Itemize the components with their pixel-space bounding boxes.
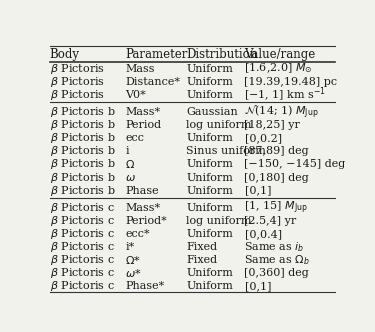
Text: [1.6,2.0] $M_{\odot}$: [1.6,2.0] $M_{\odot}$ (244, 62, 313, 75)
Text: Distance*: Distance* (125, 77, 180, 87)
Text: [87,89] deg: [87,89] deg (244, 146, 309, 156)
Text: Mass: Mass (125, 64, 155, 74)
Text: $\beta$ Pictoris: $\beta$ Pictoris (50, 88, 105, 102)
Text: Uniform: Uniform (186, 203, 233, 213)
Text: Uniform: Uniform (186, 64, 233, 74)
Text: Period: Period (125, 120, 162, 130)
Text: $\omega$: $\omega$ (125, 173, 136, 183)
Text: Same as $i_b$: Same as $i_b$ (244, 240, 305, 254)
Text: $\omega$*: $\omega$* (125, 267, 142, 279)
Text: [0,1]: [0,1] (244, 186, 271, 196)
Text: i*: i* (125, 242, 135, 252)
Text: [19.39,19.48] pc: [19.39,19.48] pc (244, 77, 338, 87)
Text: $\beta$ Pictoris b: $\beta$ Pictoris b (50, 157, 116, 171)
Text: Phase: Phase (125, 186, 159, 196)
Text: [−1, 1] km s$^{-1}$: [−1, 1] km s$^{-1}$ (244, 86, 327, 104)
Text: [0,0.4]: [0,0.4] (244, 229, 282, 239)
Text: Parameter: Parameter (125, 48, 188, 61)
Text: [0,0.2]: [0,0.2] (244, 133, 282, 143)
Text: $\beta$ Pictoris c: $\beta$ Pictoris c (50, 240, 115, 254)
Text: ecc: ecc (125, 133, 144, 143)
Text: Uniform: Uniform (186, 186, 233, 196)
Text: log uniform: log uniform (186, 216, 252, 226)
Text: $\beta$ Pictoris b: $\beta$ Pictoris b (50, 131, 116, 145)
Text: $\beta$ Pictoris: $\beta$ Pictoris (50, 75, 105, 89)
Text: $\beta$ Pictoris c: $\beta$ Pictoris c (50, 266, 115, 280)
Text: Sinus uniform: Sinus uniform (186, 146, 266, 156)
Text: $\beta$ Pictoris c: $\beta$ Pictoris c (50, 279, 115, 293)
Text: Uniform: Uniform (186, 268, 233, 278)
Text: Mass*: Mass* (125, 107, 160, 117)
Text: V0*: V0* (125, 90, 146, 100)
Text: $\beta$ Pictoris c: $\beta$ Pictoris c (50, 253, 115, 267)
Text: [0,1]: [0,1] (244, 281, 271, 291)
Text: Uniform: Uniform (186, 159, 233, 169)
Text: Uniform: Uniform (186, 229, 233, 239)
Text: Uniform: Uniform (186, 133, 233, 143)
Text: Fixed: Fixed (186, 255, 218, 265)
Text: [0,360] deg: [0,360] deg (244, 268, 309, 278)
Text: $\beta$ Pictoris b: $\beta$ Pictoris b (50, 171, 116, 185)
Text: Mass*: Mass* (125, 203, 160, 213)
Text: $\beta$ Pictoris b: $\beta$ Pictoris b (50, 105, 116, 119)
Text: $\beta$ Pictoris b: $\beta$ Pictoris b (50, 184, 116, 198)
Text: [18,25] yr: [18,25] yr (244, 120, 300, 130)
Text: Value/range: Value/range (244, 48, 316, 61)
Text: $\beta$ Pictoris c: $\beta$ Pictoris c (50, 214, 115, 228)
Text: i: i (125, 146, 129, 156)
Text: $\Omega$*: $\Omega$* (125, 254, 141, 266)
Text: Uniform: Uniform (186, 77, 233, 87)
Text: Same as $\Omega_b$: Same as $\Omega_b$ (244, 253, 310, 267)
Text: Phase*: Phase* (125, 281, 165, 291)
Text: $\beta$ Pictoris c: $\beta$ Pictoris c (50, 227, 115, 241)
Text: Uniform: Uniform (186, 90, 233, 100)
Text: Body: Body (50, 48, 80, 61)
Text: [1, 15] $M_{\mathrm{Jup}}$: [1, 15] $M_{\mathrm{Jup}}$ (244, 200, 308, 216)
Text: Uniform: Uniform (186, 173, 233, 183)
Text: ecc*: ecc* (125, 229, 150, 239)
Text: $\beta$ Pictoris b: $\beta$ Pictoris b (50, 118, 116, 132)
Text: $\mathcal{N}$(14; 1) $M_{\mathrm{Jup}}$: $\mathcal{N}$(14; 1) $M_{\mathrm{Jup}}$ (244, 103, 319, 121)
Text: Uniform: Uniform (186, 281, 233, 291)
Text: log uniform: log uniform (186, 120, 252, 130)
Text: Distribution: Distribution (186, 48, 258, 61)
Text: $\beta$ Pictoris: $\beta$ Pictoris (50, 62, 105, 76)
Text: $\beta$ Pictoris c: $\beta$ Pictoris c (50, 201, 115, 215)
Text: [2.5,4] yr: [2.5,4] yr (244, 216, 297, 226)
Text: Fixed: Fixed (186, 242, 218, 252)
Text: $\Omega$: $\Omega$ (125, 158, 135, 170)
Text: [−150, −145] deg: [−150, −145] deg (244, 159, 346, 169)
Text: Gaussian: Gaussian (186, 107, 238, 117)
Text: Period*: Period* (125, 216, 167, 226)
Text: [0,180] deg: [0,180] deg (244, 173, 309, 183)
Text: $\beta$ Pictoris b: $\beta$ Pictoris b (50, 144, 116, 158)
